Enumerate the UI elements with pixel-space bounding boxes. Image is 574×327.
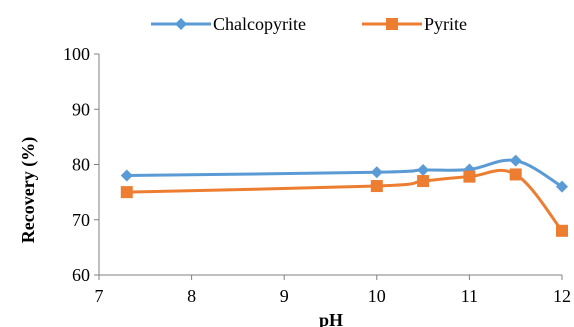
x-tick-label: 7 xyxy=(95,286,104,306)
chalcopyrite-point xyxy=(417,164,430,177)
chalcopyrite-point xyxy=(370,166,383,179)
x-tick-label: 11 xyxy=(461,286,478,306)
pyrite-point xyxy=(463,170,476,183)
x-tick-label: 8 xyxy=(187,286,196,306)
y-tick-label: 70 xyxy=(72,210,90,230)
series-layer xyxy=(120,154,568,237)
x-tick-label: 9 xyxy=(280,286,289,306)
chalcopyrite-point xyxy=(556,180,568,193)
legend-label: Pyrite xyxy=(424,14,467,34)
pyrite-point xyxy=(556,224,568,237)
pyrite-point xyxy=(417,175,430,188)
chalcopyrite-point xyxy=(509,154,522,167)
legend: Chalcopyrite Pyrite xyxy=(151,14,467,34)
y-tick-label: 80 xyxy=(72,155,90,175)
pyrite-point xyxy=(370,180,383,193)
x-axis-title: pH xyxy=(319,310,343,327)
y-tick-label: 60 xyxy=(72,265,90,285)
pyrite-line xyxy=(126,169,564,232)
legend-item-chalcopyrite: Chalcopyrite xyxy=(151,14,306,34)
legend-marker xyxy=(386,18,398,30)
pyrite-point xyxy=(509,168,522,181)
pyrite-point xyxy=(120,186,133,199)
legend-marker xyxy=(175,18,187,30)
legend-item-pyrite: Pyrite xyxy=(362,14,467,34)
y-tick-label: 90 xyxy=(72,99,90,119)
chalcopyrite-point xyxy=(120,169,133,182)
y-tick-label: 100 xyxy=(63,44,90,64)
chalcopyrite-line xyxy=(126,158,563,188)
x-tick-label: 12 xyxy=(553,286,571,306)
series-pyrite xyxy=(120,168,568,237)
axes: 60 70 80 90 100 7 8 9 10 11 12 xyxy=(63,44,571,306)
y-axis-title: Recovery (%) xyxy=(18,137,39,243)
legend-label: Chalcopyrite xyxy=(213,14,306,34)
x-tick-label: 10 xyxy=(368,286,386,306)
